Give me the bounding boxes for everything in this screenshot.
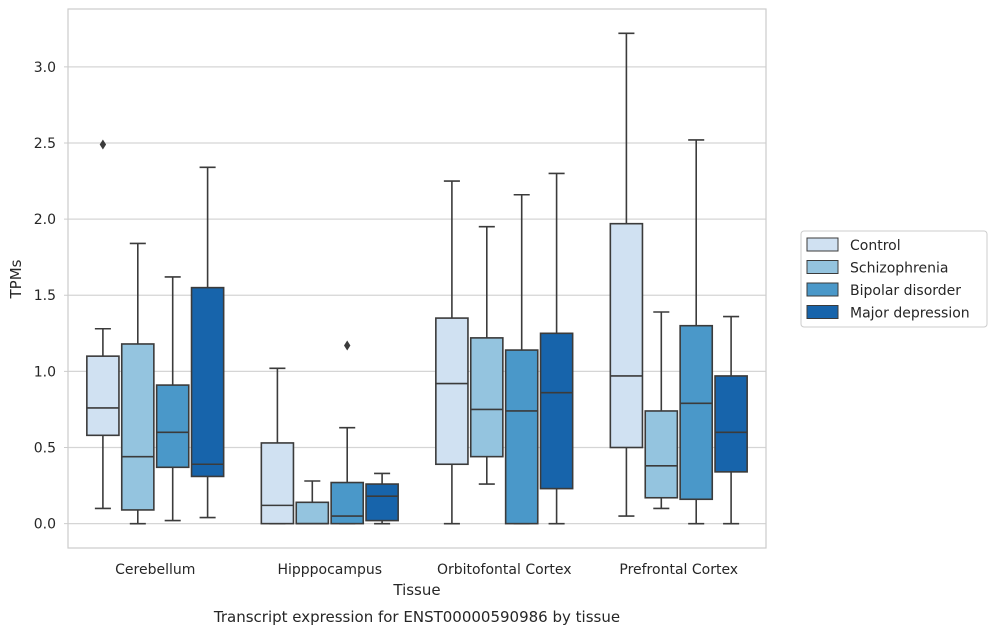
box-major-depression (714, 315, 748, 525)
box-iqr (679, 324, 714, 501)
box-bipolar-disorder (330, 340, 365, 525)
box-iqr (190, 286, 225, 478)
x-tick-label: Prefrontal Cortex (619, 562, 738, 578)
y-tick-label: 0.0 (34, 517, 56, 533)
box-bipolar-disorder (155, 276, 190, 522)
box-iqr (504, 349, 539, 525)
box-iqr (260, 442, 295, 525)
box-schizophrenia (469, 225, 504, 485)
legend-label: Major depression (850, 306, 970, 322)
box-iqr (120, 343, 155, 511)
box-schizophrenia (120, 242, 155, 525)
outlier-point (344, 340, 351, 351)
legend-swatch (806, 305, 839, 319)
outlier-point (99, 139, 107, 150)
y-tick-label: 1.5 (34, 288, 56, 304)
boxes (86, 32, 748, 525)
box-control (260, 367, 295, 525)
box-bipolar-disorder (504, 193, 539, 525)
box-major-depression (190, 166, 225, 519)
box-iqr (609, 222, 644, 449)
legend-frame (800, 230, 988, 328)
box-iqr (295, 501, 330, 525)
legend-label: Schizophrenia (850, 261, 948, 277)
box-schizophrenia (644, 311, 679, 510)
box-iqr (435, 317, 469, 466)
x-tick-label: Hipppocampus (277, 562, 382, 578)
x-tick-label: Cerebellum (115, 562, 195, 578)
y-tick-label: 3.0 (34, 60, 56, 76)
box-iqr (469, 337, 504, 458)
legend-items: Control Schizophrenia Bipolar disorder Majo… (806, 237, 970, 322)
y-tick-label: 2.0 (34, 212, 56, 228)
x-tick-label: Orbitofontal Cortex (437, 562, 572, 578)
box-iqr (644, 410, 679, 499)
legend: Control Schizophrenia Bipolar disorder Majo… (800, 230, 988, 328)
legend-label: Bipolar disorder (850, 283, 961, 299)
x-tick-labels: Cerebellum Hipppocampus Orbitofontal Corte… (115, 562, 738, 578)
box-major-depression (539, 172, 574, 525)
box-iqr (714, 375, 748, 473)
box-iqr (330, 481, 365, 525)
box-bipolar-disorder (679, 139, 714, 525)
box-control (609, 32, 644, 517)
box-control (435, 180, 469, 525)
legend-swatch (806, 282, 839, 297)
y-axis-label: TPMs (7, 259, 25, 299)
box-major-depression (365, 472, 399, 525)
y-tick-labels: 0.0 0.5 1.0 1.5 2.0 2.5 3.0 (34, 60, 68, 533)
y-tick-label: 1.0 (34, 364, 56, 380)
box-iqr (155, 384, 190, 469)
box-control (86, 139, 120, 510)
x-axis-label: Tissue (392, 581, 440, 599)
box-iqr (365, 483, 399, 522)
legend-swatch (806, 260, 839, 274)
legend-label: Control (850, 238, 901, 254)
box-iqr (539, 332, 574, 490)
legend-swatch (806, 237, 839, 252)
box-schizophrenia (295, 480, 330, 525)
box-iqr (86, 355, 120, 437)
y-tick-label: 0.5 (34, 441, 56, 457)
plot-frame (67, 8, 767, 549)
chart-caption: Transcript expression for ENST0000059098… (213, 608, 620, 626)
y-tick-label: 2.5 (34, 136, 56, 152)
